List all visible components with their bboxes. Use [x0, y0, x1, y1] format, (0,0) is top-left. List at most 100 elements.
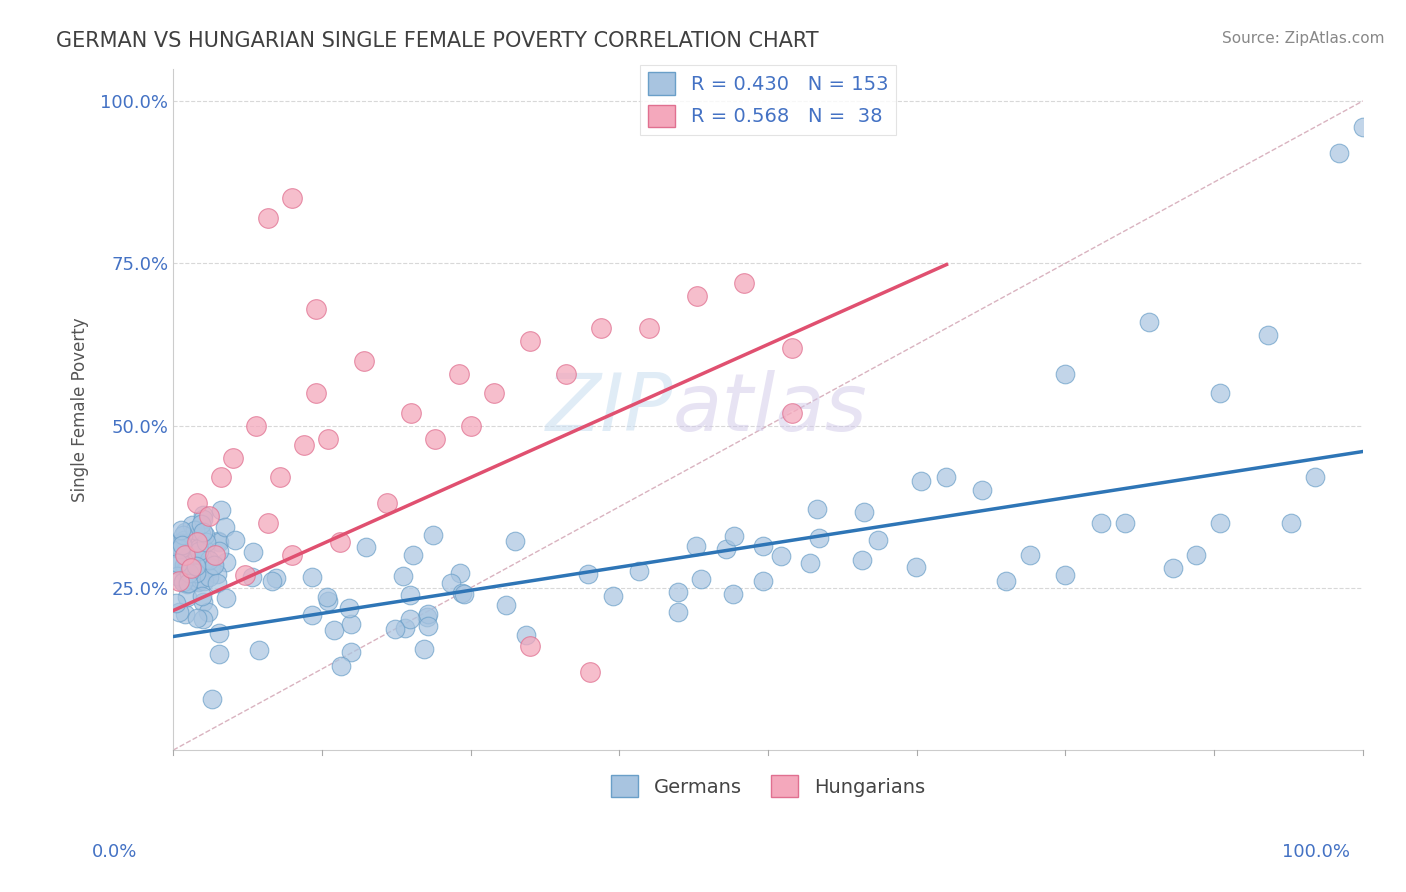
Point: [169, 541, 191, 556]
Text: 100.0%: 100.0%: [1282, 843, 1350, 861]
Point: [165, 596, 187, 610]
Point: [233, 567, 256, 582]
Point: [716, 541, 738, 556]
Point: [194, 543, 217, 558]
Point: [208, 647, 231, 661]
Point: [179, 547, 201, 561]
Point: [685, 539, 707, 553]
Point: [1137, 315, 1160, 329]
Point: [412, 642, 434, 657]
Point: [202, 557, 225, 571]
Point: [416, 619, 439, 633]
Point: [423, 432, 446, 446]
Point: [733, 276, 755, 290]
Point: [323, 624, 346, 638]
Point: [638, 321, 661, 335]
Point: [852, 505, 875, 519]
Point: [187, 575, 209, 590]
Point: [935, 470, 957, 484]
Point: [1209, 516, 1232, 530]
Point: [191, 508, 214, 523]
Point: [316, 432, 339, 446]
Point: [329, 535, 352, 549]
Point: [186, 496, 208, 510]
Point: [197, 605, 219, 619]
Point: [176, 574, 198, 589]
Point: [685, 289, 707, 303]
Point: [292, 438, 315, 452]
Point: [453, 587, 475, 601]
Point: [173, 607, 195, 622]
Point: [1090, 516, 1112, 530]
Point: [305, 301, 328, 316]
Point: [184, 523, 207, 537]
Point: [191, 589, 214, 603]
Point: [418, 607, 440, 621]
Point: [179, 548, 201, 562]
Point: [194, 535, 217, 549]
Point: [242, 545, 264, 559]
Point: [770, 549, 793, 563]
Point: [177, 575, 200, 590]
Point: [179, 571, 201, 585]
Point: [515, 627, 537, 641]
Point: [1327, 145, 1350, 160]
Point: [167, 558, 190, 572]
Point: [340, 645, 363, 659]
Point: [519, 639, 541, 653]
Point: [205, 576, 228, 591]
Point: [262, 574, 284, 588]
Point: [174, 549, 197, 563]
Point: [214, 591, 236, 605]
Point: [170, 538, 193, 552]
Point: [187, 535, 209, 549]
Point: [721, 587, 744, 601]
Point: [994, 574, 1017, 589]
Point: [208, 626, 231, 640]
Point: [1161, 561, 1184, 575]
Point: [177, 566, 200, 580]
Point: [208, 543, 231, 558]
Point: [281, 191, 304, 205]
Point: [198, 570, 221, 584]
Point: [780, 406, 803, 420]
Point: [375, 496, 398, 510]
Point: [209, 470, 232, 484]
Point: [173, 563, 195, 577]
Point: [690, 572, 713, 586]
Point: [167, 574, 190, 589]
Point: [173, 533, 195, 548]
Point: [330, 659, 353, 673]
Point: [198, 509, 221, 524]
Point: [904, 559, 927, 574]
Point: [519, 334, 541, 348]
Point: [172, 528, 194, 542]
Point: [184, 531, 207, 545]
Point: [166, 569, 188, 583]
Point: [169, 542, 191, 557]
Point: [172, 574, 194, 589]
Point: [209, 503, 232, 517]
Point: [186, 559, 208, 574]
Text: atlas: atlas: [673, 370, 868, 449]
Point: [191, 595, 214, 609]
Point: [187, 543, 209, 558]
Point: [188, 574, 211, 588]
Point: [200, 561, 222, 575]
Point: [401, 549, 423, 563]
Point: [337, 600, 360, 615]
Point: [174, 524, 197, 539]
Point: [174, 564, 197, 578]
Point: [399, 406, 422, 420]
Point: [170, 523, 193, 537]
Point: [415, 609, 437, 624]
Point: [666, 605, 689, 619]
Point: [207, 534, 229, 549]
Point: [191, 525, 214, 540]
Point: [186, 552, 208, 566]
Point: [166, 556, 188, 570]
Point: [316, 594, 339, 608]
Point: [177, 549, 200, 563]
Point: [172, 538, 194, 552]
Point: [224, 533, 246, 548]
